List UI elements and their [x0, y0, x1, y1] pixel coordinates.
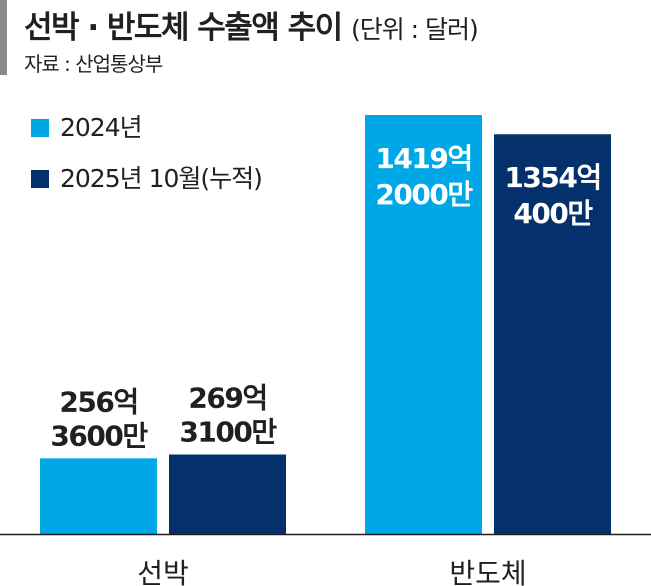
- bar: [365, 115, 482, 534]
- legend-swatch: [31, 119, 49, 137]
- bar: [40, 458, 157, 534]
- category-label: 반도체: [449, 557, 526, 586]
- chart-title: 선박 · 반도체 수출액 추이 (단위 : 달러): [24, 2, 479, 47]
- unit-label: (단위 : 달러): [350, 15, 479, 44]
- data-label: 1354억: [504, 161, 600, 194]
- title-accent-bar: [0, 0, 7, 75]
- data-label: 400만: [513, 197, 593, 230]
- legend-swatch: [31, 170, 49, 188]
- legend-label: 2025년 10월(누적): [60, 164, 262, 193]
- data-label: 3600만: [50, 419, 148, 452]
- title-text: 선박 · 반도체 수출액 추이: [24, 10, 343, 46]
- category-label: 선박: [137, 557, 189, 586]
- bar: [494, 134, 611, 535]
- data-label: 269억: [188, 381, 266, 414]
- source-label: 자료 : 산업통상부: [24, 52, 163, 76]
- data-label: 2000만: [375, 178, 473, 211]
- data-label: 1419억: [375, 142, 471, 175]
- data-label: 256억: [59, 385, 137, 418]
- bar: [169, 454, 286, 534]
- data-label: 3100만: [179, 415, 277, 448]
- legend-label: 2024년: [60, 113, 142, 142]
